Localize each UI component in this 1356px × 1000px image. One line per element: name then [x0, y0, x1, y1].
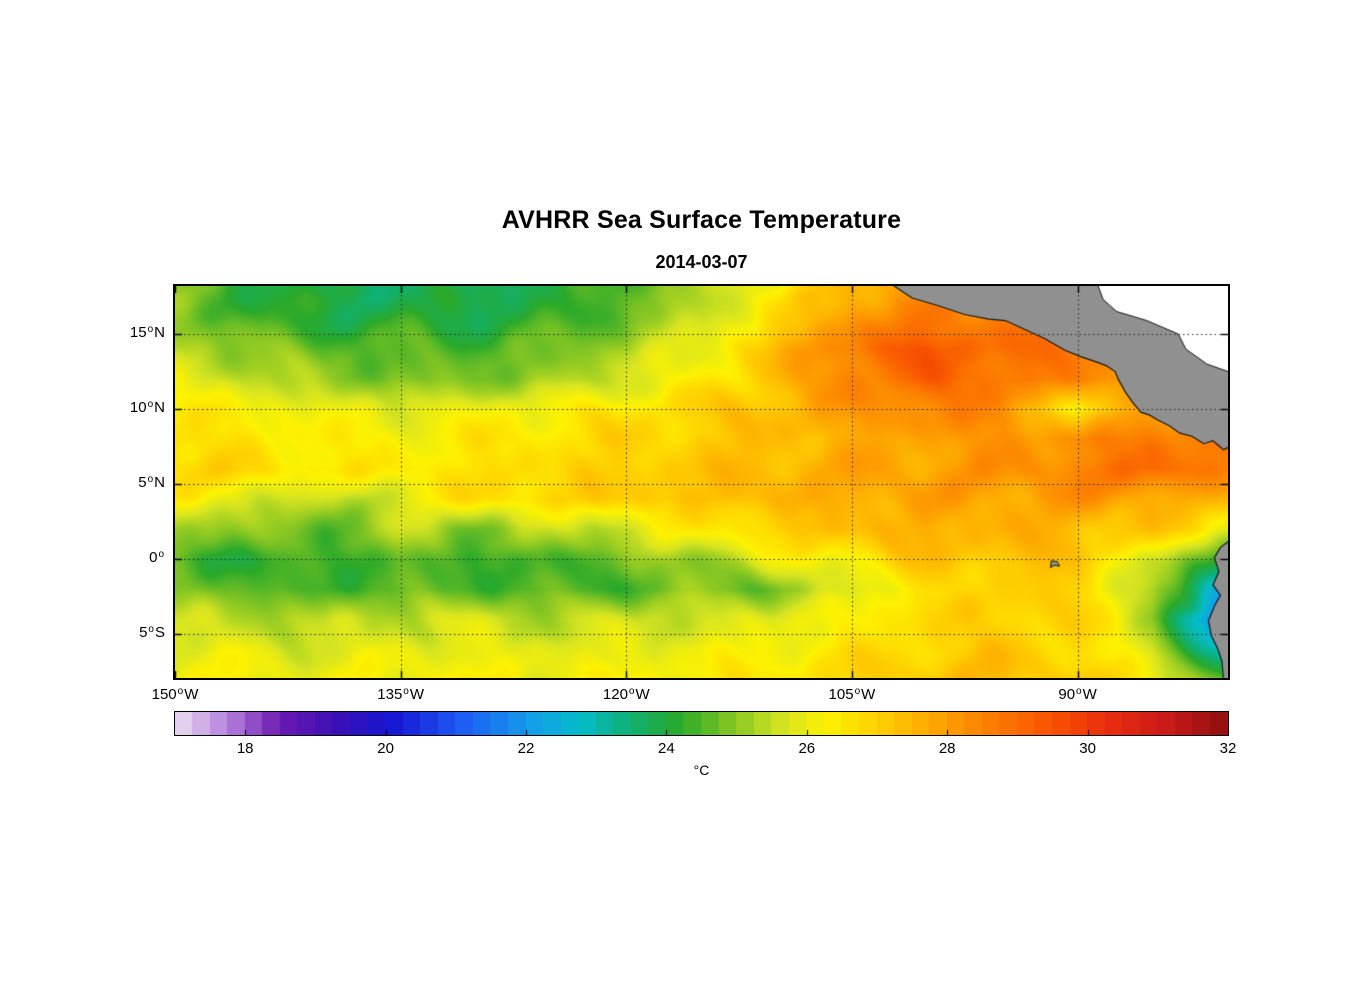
- degree-symbol: o: [403, 686, 409, 697]
- colorbar-tick-label: 24: [658, 740, 675, 757]
- page-subtitle: 2014-03-07: [655, 252, 748, 272]
- degree-symbol: o: [1076, 686, 1082, 697]
- colorbar-tick-label: 22: [517, 740, 535, 757]
- degree-symbol: o: [147, 474, 154, 486]
- degree-symbol: o: [158, 549, 164, 561]
- y-tick-label: 15oN: [129, 324, 165, 342]
- degree-symbol: o: [628, 686, 635, 697]
- colorbar-tick-label: 18: [236, 740, 254, 757]
- y-tick-label: 5oS: [139, 624, 165, 642]
- x-tick-label: 150oW: [151, 686, 199, 703]
- colorbar-tick-label: 26: [798, 740, 816, 757]
- colorbar-tick-label: 20: [377, 740, 394, 757]
- degree-symbol: o: [148, 624, 154, 636]
- degree-symbol: o: [147, 324, 154, 336]
- colorbar-tick-labels: 18 20 22 24 26 28 30 32: [175, 740, 1237, 760]
- y-axis-tick-labels: 15oN 10oN 5oN 0o 5oS: [0, 286, 165, 678]
- page-title: AVHRR Sea Surface Temperature: [501, 206, 902, 234]
- x-tick-label: 135oW: [377, 686, 425, 703]
- sst-map-canvas: [173, 284, 1230, 680]
- degree-symbol: o: [147, 399, 154, 411]
- y-tick-label: 0o: [149, 549, 164, 567]
- y-tick-label: 5oN: [138, 474, 165, 492]
- colorbar-tick-label: 30: [1079, 740, 1096, 757]
- x-tick-label: 105oW: [828, 686, 876, 703]
- y-tick-label: 10oN: [129, 399, 165, 417]
- x-axis-tick-labels: 150oW 135oW 120oW 105oW 90oW: [152, 686, 1228, 708]
- colorbar-tick-label: 32: [1219, 740, 1237, 757]
- x-tick-label: 120oW: [602, 686, 650, 703]
- colorbar-tick-label: 28: [938, 740, 956, 757]
- colorbar-unit-label: °C: [693, 762, 710, 778]
- x-tick-label: 90oW: [1058, 686, 1097, 703]
- degree-symbol: o: [854, 686, 861, 697]
- degree-symbol: o: [177, 686, 184, 697]
- colorbar-canvas: [174, 711, 1229, 736]
